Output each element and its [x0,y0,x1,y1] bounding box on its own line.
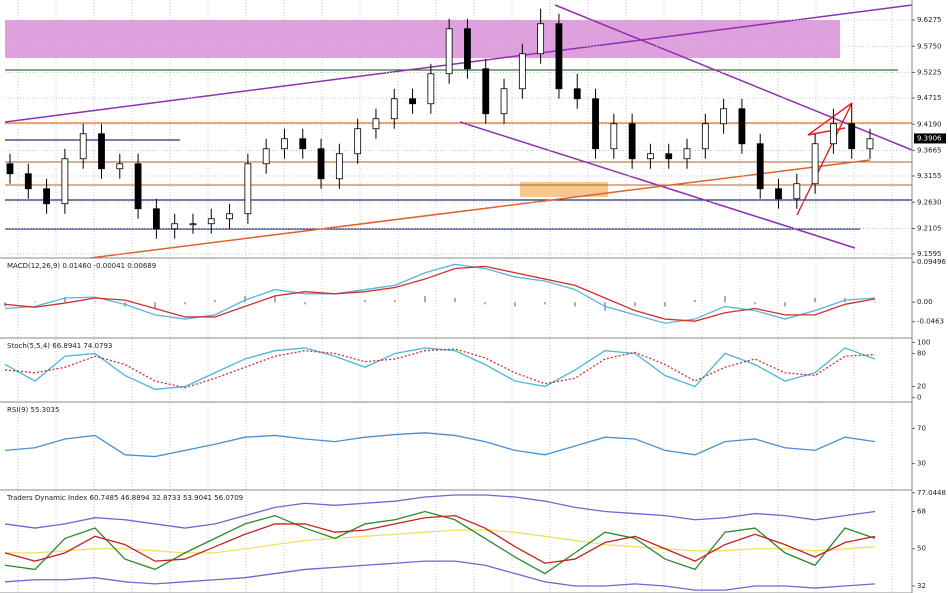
zone-box [520,182,608,197]
candle-body [61,158,69,205]
candle-body [793,183,801,200]
candle-body [317,148,325,180]
y-tick-label: 0 [917,394,921,402]
indicator-line [4,432,876,458]
candle-body [610,123,618,150]
last-price-box [914,133,946,144]
y-tick-label: 9.5225 [917,69,942,77]
indicator-line [4,494,876,529]
candle-body [738,108,746,145]
candle-body [79,133,87,160]
candle-body [811,143,819,185]
zone-box [5,20,840,58]
indicator-line [4,265,876,322]
y-tick-label: 30 [917,460,926,468]
y-tick-label: 9.5750 [917,42,942,50]
candle-body [775,188,782,200]
y-tick-label: 80 [917,349,926,357]
candle-body [171,223,179,230]
y-tick-label: 70 [917,424,926,432]
candle-body [24,173,32,190]
indicator-line [5,529,876,554]
candle-body [262,148,270,165]
y-tick-label: 100 [917,338,930,346]
candle-body [537,23,545,55]
y-tick-label: 9.1595 [917,250,942,258]
candle-body [354,128,362,155]
candle-body [573,88,581,100]
candle-body [43,188,50,205]
y-tick-label: 0.09496 [917,258,946,266]
candle-body [390,98,398,120]
candle-body [207,218,215,225]
candle-body [335,153,343,180]
candle-body [756,143,764,190]
candle-body [189,223,197,226]
candle-body [134,163,142,210]
candle-body [720,108,728,125]
panel-title: Stoch(5,5,4) 66.8941 74.0793 [7,342,112,350]
candle-body [299,138,307,150]
candle-body [372,118,380,130]
y-tick-label: 77.0448 [917,489,946,497]
candle-body [464,28,471,70]
trend-line [459,121,856,249]
marks [4,8,912,591]
y-tick-label: 9.2105 [917,225,942,233]
candle-body [6,163,14,175]
candle-body [683,148,691,160]
indicator-line [4,514,876,564]
indicator-line [4,560,876,591]
candle-body [592,98,599,150]
panel-title: Traders Dynamic Index 60.7485 46.8894 32… [6,494,243,502]
indicator-line [4,510,876,575]
y-tick-label: 9.6275 [917,16,942,24]
y-tick-label: 9.3665 [917,147,942,155]
indicator-line [4,263,876,324]
candle-body [555,23,563,90]
candle-body [152,208,160,230]
indicator-line [4,348,876,389]
y-tick-label: 68 [917,508,926,516]
y-tick-label: -0.0463 [917,318,944,326]
candle-body [665,153,673,160]
y-tick-label: 50 [917,545,926,553]
candle-body [628,123,636,160]
y-tick-label: 9.4190 [917,120,942,128]
last-price-label: 9.3906 [917,134,942,142]
panel-title: RSI(9) 55.3035 [7,406,59,414]
y-tick-label: 9.3155 [917,172,942,180]
candle-body [830,123,837,145]
candle-body [848,123,856,150]
y-tick-label: 32 [917,582,926,590]
candle-body [866,138,874,150]
candle-body [427,73,435,105]
candle-body [445,28,453,75]
y-tick-label: 20 [917,383,926,391]
y-tick-label: 9.2630 [917,198,942,206]
candle-body [226,213,233,220]
candle-body [98,133,105,170]
y-tick-label: 0.00 [917,298,933,306]
candle-body [701,123,709,150]
candle-body [482,68,490,115]
candle-body [518,53,526,90]
pattern-line [796,102,853,216]
candle-body [244,163,252,215]
y-tick-label: 9.4715 [917,94,942,102]
candle-body [116,163,124,170]
candle-body [409,98,416,105]
candle-body [500,88,508,115]
candle-body [281,138,288,150]
panel-title: MACD(12,26,9) 0.01460 -0.00041 0.00689 [7,262,156,270]
candle-body [647,153,654,160]
trend-line [4,4,913,123]
